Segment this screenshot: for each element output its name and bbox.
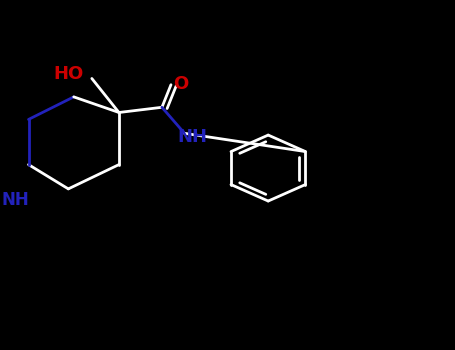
Text: NH: NH <box>1 191 29 209</box>
Text: HO: HO <box>53 65 84 83</box>
Text: O: O <box>173 75 188 93</box>
Text: NH: NH <box>178 128 208 147</box>
